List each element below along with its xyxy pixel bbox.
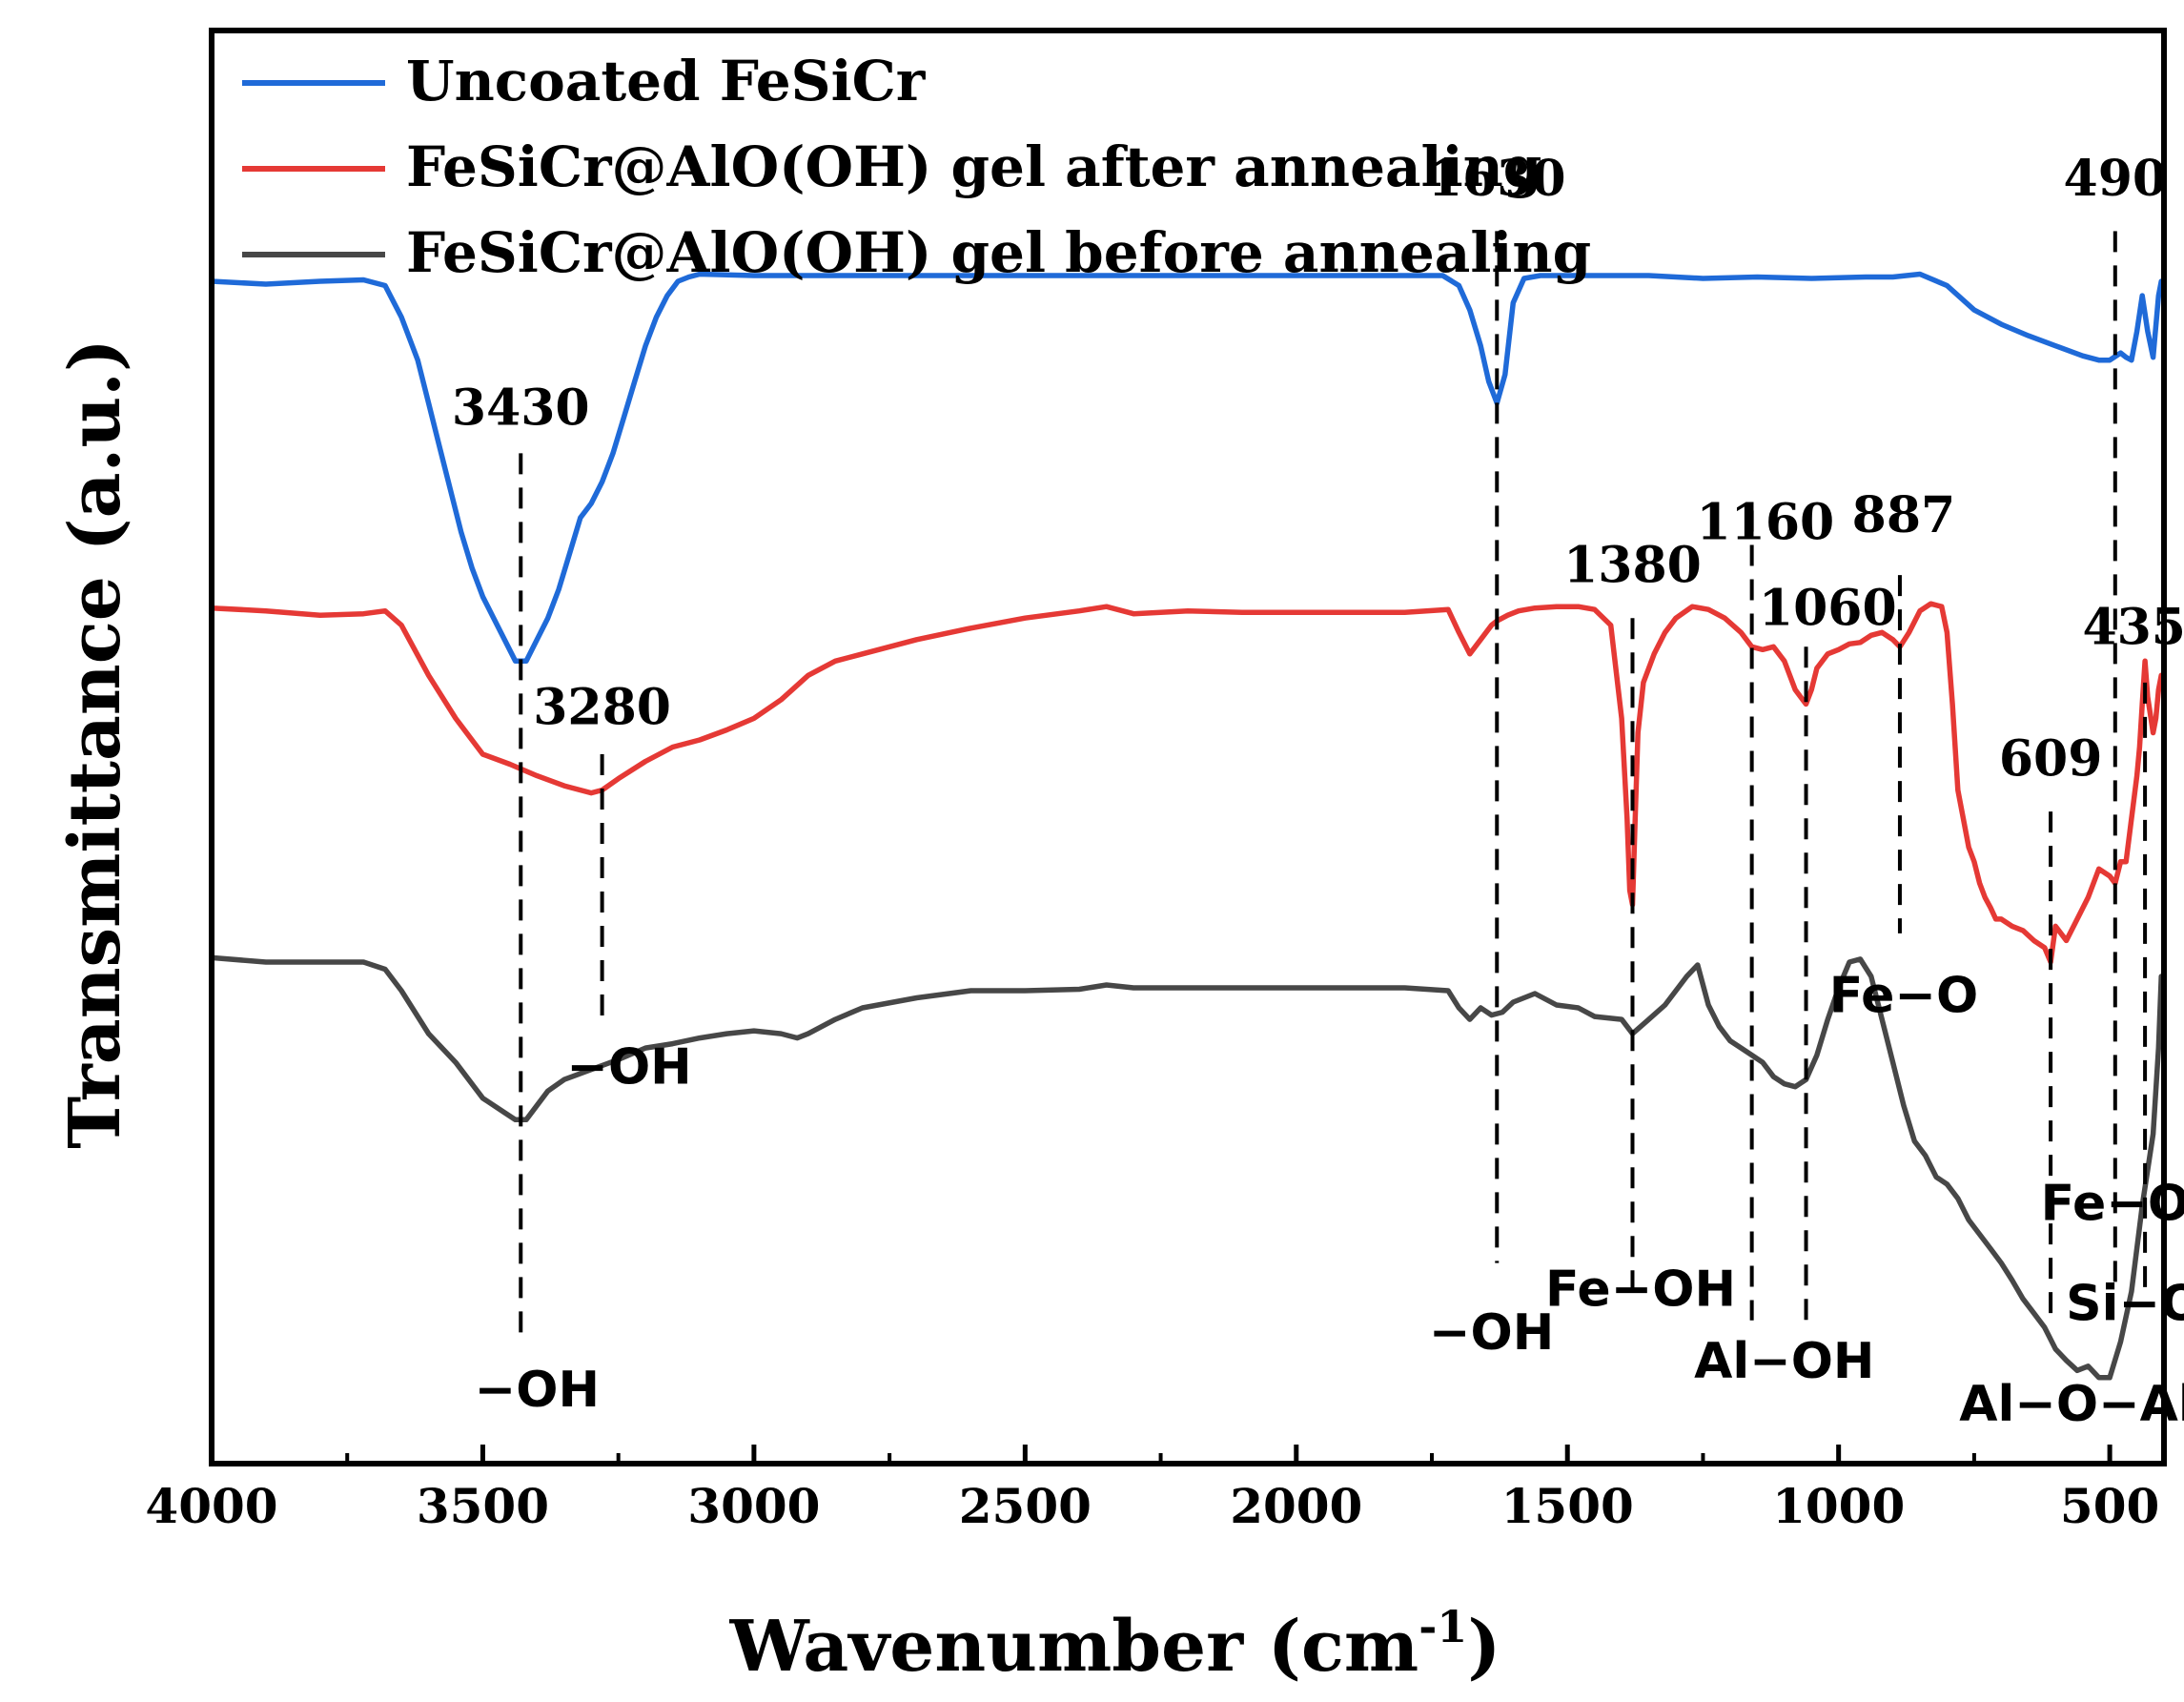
peak-label-1160: 1160 <box>1696 494 1834 552</box>
group-label-3: −OH <box>1429 1304 1554 1362</box>
x-tick-label-500: 500 <box>2060 1478 2159 1534</box>
peak-label-1060: 1060 <box>1759 580 1897 638</box>
group-label-5: Al−OH <box>1694 1333 1874 1390</box>
x-tick-label-4000: 4000 <box>145 1478 277 1534</box>
x-tick-label-1500: 1500 <box>1501 1478 1634 1534</box>
peak-label-490: 490 <box>2064 150 2168 208</box>
series-line-3 <box>209 954 2164 1381</box>
group-label-2: −OH <box>566 1039 691 1097</box>
series-line-2 <box>209 601 2164 965</box>
x-tick-label-3000: 3000 <box>687 1478 820 1534</box>
group-label-7: Fe−O <box>2041 1175 2184 1232</box>
series-line-1 <box>209 271 2164 665</box>
peak-label-3430: 3430 <box>452 379 590 437</box>
axes: 4000 3500 3000 2500 2000 1500 1000 500 <box>145 28 2167 1534</box>
group-label-6: Fe−O <box>1829 968 1978 1025</box>
x-axis-title-superscript: -1 <box>1419 1601 1467 1652</box>
y-axis-title: Transmittance (a.u.) <box>54 338 136 1149</box>
x-axis-title: Wavenumber (cm-1) <box>729 1601 1501 1688</box>
legend-label-2: FeSiCr@AlO(OH) gel after annealing <box>406 134 1541 199</box>
x-tick-label-1000: 1000 <box>1772 1478 1905 1534</box>
plot-frame <box>209 28 2167 1466</box>
legend-label-1: Uncoated FeSiCr <box>406 49 927 113</box>
x-axis-title-main: Wavenumber (cm <box>729 1606 1419 1688</box>
x-tick-label-2500: 2500 <box>959 1478 1092 1534</box>
legend: Uncoated FeSiCr FeSiCr@AlO(OH) gel after … <box>242 49 1591 285</box>
peak-label-1630: 1630 <box>1428 150 1566 208</box>
legend-label-3: FeSiCr@AlO(OH) gel before annealing <box>406 220 1591 285</box>
peak-label-3280: 3280 <box>533 678 671 736</box>
x-tick-label-3500: 3500 <box>417 1478 549 1534</box>
x-axis-title-close: ) <box>1467 1606 1500 1688</box>
peak-label-887: 887 <box>1852 486 1956 544</box>
peak-label-435: 435 <box>2082 598 2184 656</box>
x-tick-label-2000: 2000 <box>1230 1478 1362 1534</box>
series-layer <box>209 271 2164 1381</box>
group-label-1: −OH <box>475 1362 600 1419</box>
peak-label-609: 609 <box>1999 730 2103 789</box>
group-label-4: Fe−OH <box>1545 1261 1736 1319</box>
peak-label-1380: 1380 <box>1563 537 1702 595</box>
group-label-9: Al−O−Al <box>1959 1376 2184 1433</box>
